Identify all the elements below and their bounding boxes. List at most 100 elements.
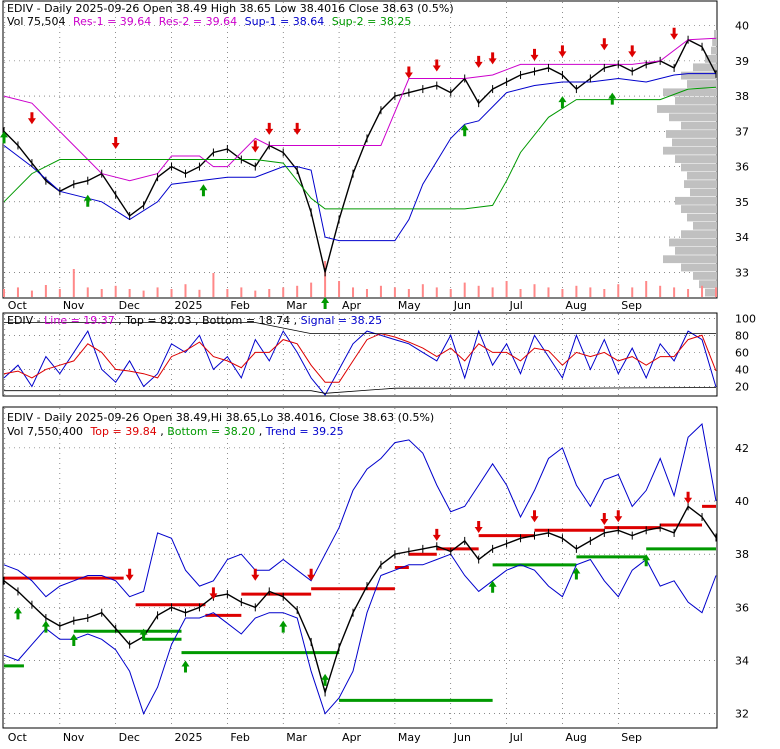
price-xtick-Aug: Aug <box>565 299 586 312</box>
price-header-title: EDIV - Daily 2025-09-26 Open 38.49 High … <box>7 2 454 15</box>
volume-profile-bar-16 <box>681 163 717 172</box>
volume-bar-40 <box>561 289 564 297</box>
price-header-res1: Res-1 = 39.64 <box>73 15 151 28</box>
boll-header-line2: Vol 7,550,400 Top = 39.84 , Bottom = 38.… <box>7 425 344 438</box>
price-panel-frame <box>2 0 718 299</box>
boll-down-arrow-4 <box>432 528 441 541</box>
boll-header-comma1: , <box>160 425 167 438</box>
volume-profile-bar-19 <box>690 188 717 197</box>
boll-ytick-32: 32 <box>735 708 749 721</box>
boll-xtick-Mar: Mar <box>286 731 307 744</box>
price-ytick-38: 38 <box>735 90 749 103</box>
price-xtick-Apr: Apr <box>342 299 362 312</box>
price-header-line2: Vol 75,504 Res-1 = 39.64 Res-2 = 39.64 S… <box>7 15 411 28</box>
price-down-arrow-3 <box>265 122 274 135</box>
volume-profile-bar-5 <box>681 71 717 80</box>
stoch-header-line: Line = 19.37 <box>44 314 115 327</box>
volume-bar-27 <box>379 285 382 297</box>
boll-down-arrow-8 <box>614 510 623 523</box>
volume-bar-13 <box>184 284 187 297</box>
boll-ytick-38: 38 <box>735 548 749 561</box>
stoch-ytick-20: 20 <box>735 380 749 393</box>
volume-bar-49 <box>687 289 690 297</box>
boll-xtick-Dec: Dec <box>119 731 140 744</box>
price-series-res <box>3 37 717 182</box>
volume-profile-bar-12 <box>666 130 717 138</box>
price-xtick-May: May <box>398 299 421 312</box>
volume-bar-42 <box>589 287 592 297</box>
boll-down-arrow-7 <box>600 512 609 525</box>
volume-profile-bar-13 <box>672 138 717 147</box>
stoch-header-comma1: , <box>118 314 125 327</box>
price-down-arrow-1 <box>111 136 120 149</box>
volume-profile-bar-20 <box>675 196 717 205</box>
boll-ytick-34: 34 <box>735 655 749 668</box>
volume-bar-30 <box>421 284 424 297</box>
volume-bar-35 <box>491 287 494 297</box>
price-header-sup1: Sup-1 = 38.64 <box>245 15 325 28</box>
boll-ytick-40: 40 <box>735 495 749 508</box>
volume-bar-24 <box>338 281 341 297</box>
boll-xtick-Oct: Oct <box>8 731 28 744</box>
volume-bar-9 <box>128 289 131 297</box>
volume-bar-44 <box>617 284 620 297</box>
boll-header-vol: Vol 7,550,400 <box>7 425 83 438</box>
volume-bar-14 <box>198 289 201 297</box>
volume-profile-bar-9 <box>657 105 717 113</box>
volume-profile-bar-28 <box>681 263 717 272</box>
volume-bar-29 <box>407 289 410 297</box>
stoch-header-signal: Signal = 38.25 <box>301 314 383 327</box>
volume-profile-bar-17 <box>687 171 717 180</box>
price-xtick-Dec: Dec <box>119 299 140 312</box>
volume-bar-26 <box>365 289 368 297</box>
volume-profile-bar-7 <box>663 88 717 97</box>
volume-profile-bar-10 <box>669 113 717 122</box>
volume-profile-bar-29 <box>693 272 717 280</box>
price-xtick-Sep: Sep <box>621 299 642 312</box>
price-xtick-Nov: Nov <box>63 299 85 312</box>
stoch-header-comma3: , <box>294 314 301 327</box>
volume-bar-22 <box>310 282 313 297</box>
volume-profile-bar-15 <box>675 155 717 163</box>
volume-profile-bar-0 <box>714 30 717 38</box>
price-header-vol: Vol 75,504 <box>7 15 65 28</box>
volume-bar-47 <box>659 285 662 297</box>
boll-up-arrow-9 <box>642 554 651 567</box>
boll-down-arrow-3 <box>307 568 316 581</box>
price-down-arrow-13 <box>670 27 679 40</box>
boll-xtick-Apr: Apr <box>342 731 362 744</box>
boll-header-comma2: , <box>259 425 266 438</box>
volume-profile-bar-1 <box>712 38 717 47</box>
price-header-res2: Res-2 = 39.64 <box>159 15 237 28</box>
stoch-ytick-60: 60 <box>735 346 749 359</box>
volume-bar-16 <box>226 289 229 297</box>
price-ytick-40: 40 <box>735 20 749 33</box>
volume-bar-1 <box>16 287 19 297</box>
stoch-header-top: Top = 82.03 <box>124 314 191 327</box>
stoch-header: EDIV - Line = 19.37 , Top = 82.03 , Bott… <box>7 314 382 327</box>
boll-up-arrow-8 <box>572 567 581 580</box>
volume-profile-bar-25 <box>669 238 717 247</box>
volume-bar-2 <box>30 290 33 297</box>
price-header-sup2: Sup-2 = 38.25 <box>332 15 412 28</box>
volume-bar-5 <box>72 269 75 297</box>
price-up-arrow-4 <box>460 124 469 137</box>
price-up-arrow-1 <box>83 194 92 207</box>
volume-bar-18 <box>254 290 257 297</box>
volume-bar-8 <box>114 285 117 297</box>
price-xtick-Jun: Jun <box>453 299 471 312</box>
price-ytick-35: 35 <box>735 196 749 209</box>
volume-bar-25 <box>352 287 355 297</box>
price-up-arrow-2 <box>199 184 208 197</box>
volume-profile-bar-14 <box>663 146 717 155</box>
boll-xtick-2025: 2025 <box>175 731 203 744</box>
boll-ytick-42: 42 <box>735 442 749 455</box>
boll-down-arrow-1 <box>209 587 218 600</box>
volume-profile-bar-3 <box>705 55 717 63</box>
volume-bar-50 <box>701 285 704 297</box>
boll-header-trend: Trend = 39.25 <box>265 425 344 438</box>
price-series-close <box>3 38 717 273</box>
price-ytick-39: 39 <box>735 55 749 68</box>
